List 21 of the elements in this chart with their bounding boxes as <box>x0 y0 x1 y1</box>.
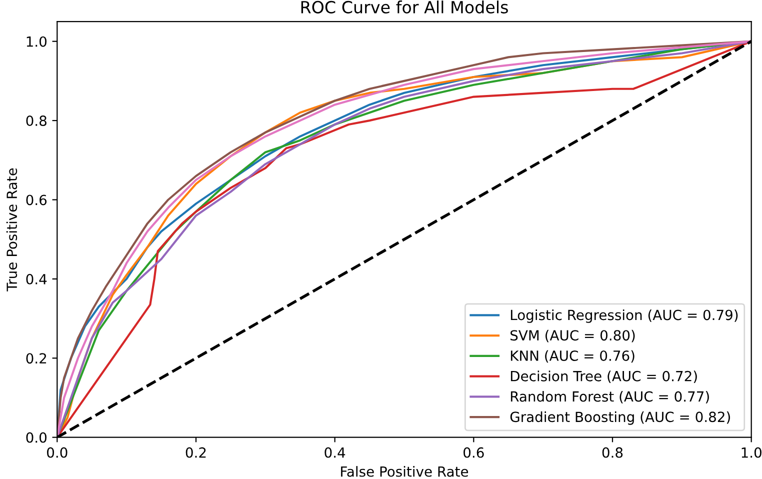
legend-label: Random Forest (AUC = 0.77) <box>510 391 709 404</box>
legend-label: KNN (AUC = 0.76) <box>510 350 634 363</box>
y-tick-label: 0.8 <box>26 116 46 126</box>
legend-label: Decision Tree (AUC = 0.72) <box>510 370 697 383</box>
chart-title: ROC Curve for All Models <box>301 0 508 14</box>
x-tick-label: 1.0 <box>742 447 762 458</box>
x-tick-label: 0.2 <box>186 447 206 458</box>
x-tick-label: 0.8 <box>602 447 623 458</box>
y-tick-label: 0.0 <box>26 432 47 443</box>
y-tick-label: 0.4 <box>26 274 47 284</box>
legend-label: SVM (AUC = 0.80) <box>510 330 635 342</box>
legend-label: Gradient Boosting (AUC = 0.82) <box>510 411 730 425</box>
x-tick-label: 0.6 <box>464 447 484 458</box>
y-tick-label: 0.2 <box>26 353 46 364</box>
y-tick-label: 0.6 <box>26 194 47 206</box>
y-axis-title: True Positive Rate <box>6 168 18 292</box>
x-tick-label: 0.4 <box>324 447 346 458</box>
x-tick-label: 0.0 <box>47 447 68 458</box>
legend-label: Logistic Regression (AUC = 0.79) <box>510 309 738 323</box>
x-axis-title: False Positive Rate <box>341 466 468 477</box>
y-tick-label: 1.0 <box>26 36 47 47</box>
